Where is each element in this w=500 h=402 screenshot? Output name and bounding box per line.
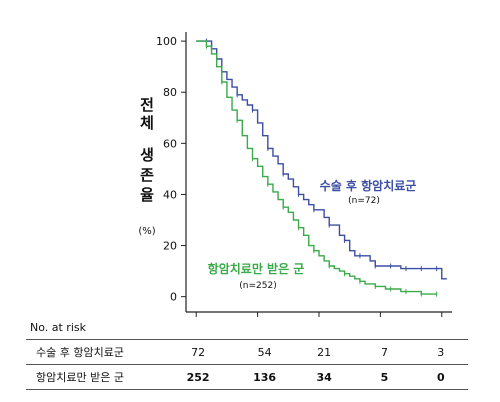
risk-value: 21 [292, 339, 356, 365]
risk-value: 34 [292, 364, 356, 390]
y-axis-label-char: 체 [140, 114, 154, 132]
x-tick-label: 0 [193, 319, 200, 320]
chart-axes: 0 20 40 60 80 100 0 12 24 36 48 [156, 32, 452, 320]
chart-labels: 개월 수전체생존율(%)수술 후 항암치료군(n=72)항암치료만 받은 군(n… [138, 96, 417, 291]
risk-row-label: 수술 후 항암치료군 [26, 339, 161, 365]
y-tick-label: 80 [163, 86, 177, 99]
risk-value: 0 [413, 364, 468, 390]
chart-curves [196, 38, 447, 297]
risk-value: 54 [236, 339, 293, 365]
y-axis-label-char: 존 [140, 166, 154, 184]
y-tick-label: 100 [156, 35, 177, 48]
y-tick-label: 60 [163, 137, 177, 150]
risk-table-title: No. at risk [30, 321, 86, 334]
survival-chart: 020406080100012243648 개월 수전체생존율(%)수술 후 항… [138, 32, 452, 320]
y-axis-unit: (%) [138, 226, 155, 237]
x-tick-label: 48 [435, 319, 449, 320]
risk-value: 5 [355, 364, 414, 390]
x-tick-label: 24 [312, 319, 326, 320]
y-tick-label: 20 [163, 240, 177, 253]
survival-curve-chemo [196, 40, 437, 295]
legend-n-surgery: (n=72) [348, 196, 380, 206]
legend-label-surgery: 수술 후 항암치료군 [320, 178, 417, 193]
y-axis-label-char: 전 [140, 96, 154, 114]
risk-value: 3 [413, 339, 468, 365]
risk-table: 수술 후 항암치료군 72 54 21 7 3 항암치료만 받은 군 252 1… [26, 339, 468, 390]
risk-row-chemo: 항암치료만 받은 군 252 136 34 5 0 [26, 364, 468, 390]
y-axis-label-char: 생 [140, 146, 154, 164]
y-axis-label-char: 율 [140, 186, 154, 204]
risk-row-label: 항암치료만 받은 군 [26, 364, 161, 390]
risk-value: 7 [355, 339, 414, 365]
legend-label-chemo: 항암치료만 받은 군 [208, 261, 305, 276]
x-tick-label: 36 [373, 319, 387, 320]
risk-value: 72 [160, 339, 237, 365]
risk-value: 252 [160, 364, 237, 390]
risk-value: 136 [236, 364, 293, 390]
legend-n-chemo: (n=252) [239, 281, 276, 291]
survival-curve-surgery [196, 40, 447, 280]
x-tick-label: 12 [251, 319, 265, 320]
risk-row-surgery: 수술 후 항암치료군 72 54 21 7 3 [26, 339, 468, 365]
y-tick-label: 40 [163, 188, 177, 201]
y-tick-label: 0 [170, 291, 177, 304]
